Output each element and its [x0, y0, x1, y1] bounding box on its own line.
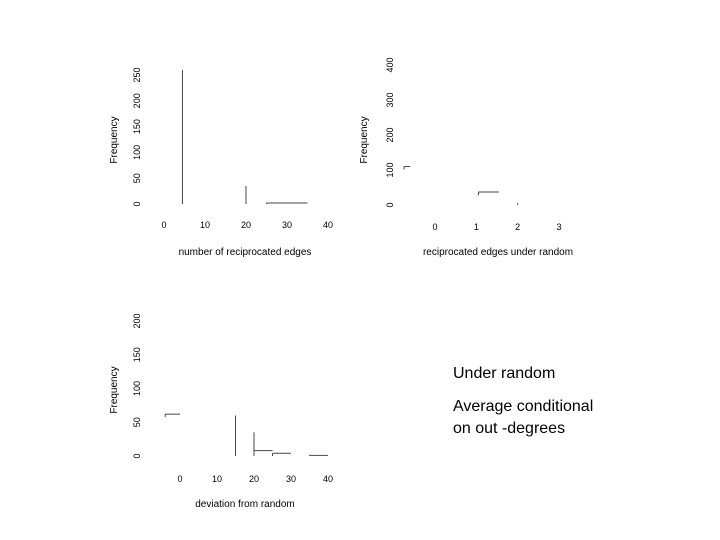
x-tick-label-1-3: 20	[241, 220, 251, 230]
y-tick-label-2-5: 400	[385, 57, 395, 72]
y-axis-title-3: Frequency	[109, 366, 120, 413]
y-tick-label-2-4: 300	[385, 92, 395, 107]
y-tick-label-3-3: 100	[132, 381, 142, 396]
x-tick-label-2-2: 1	[474, 222, 479, 232]
x-axis-title-1: number of reciprocated edges	[179, 247, 312, 258]
y-tick-label-1-5: 200	[132, 93, 142, 108]
x-tick-label-3-3: 20	[249, 474, 259, 484]
y-tick-label-3-4: 150	[132, 347, 142, 362]
y-tick-label-2-1: 0	[385, 202, 395, 207]
y-tick-label-2-3: 200	[385, 127, 395, 142]
y-tick-label-1-2: 50	[132, 173, 142, 183]
annotation-under-random: Under random	[453, 365, 556, 382]
y-tick-label-2-2: 100	[385, 162, 395, 177]
y-axis-title-1: Frequency	[109, 116, 120, 163]
x-tick-label-1-5: 40	[323, 220, 333, 230]
y-tick-label-1-1: 0	[132, 201, 142, 206]
x-tick-label-3-4: 30	[286, 474, 296, 484]
x-tick-label-2-1: 0	[432, 222, 437, 232]
y-axis-title-2: Frequency	[359, 116, 370, 163]
x-tick-label-1-4: 30	[282, 220, 292, 230]
x-tick-label-1-1: 0	[161, 220, 166, 230]
x-axis-title-2: reciprocated edges under random	[423, 247, 573, 258]
annotation-average-conditional: Average conditional	[453, 398, 594, 415]
y-tick-label-3-2: 50	[132, 417, 142, 427]
y-tick-label-1-6: 250	[132, 67, 142, 82]
y-tick-label-1-3: 100	[132, 145, 142, 160]
x-tick-label-3-1: 0	[177, 474, 182, 484]
y-tick-label-1-4: 150	[132, 119, 142, 134]
x-tick-label-2-3: 2	[515, 222, 520, 232]
annotation-out-degrees: on out -degrees	[453, 420, 566, 437]
x-tick-label-3-2: 10	[212, 474, 222, 484]
y-tick-label-3-1: 0	[132, 453, 142, 458]
x-axis-title-3: deviation from random	[195, 499, 295, 510]
x-tick-label-2-4: 3	[556, 222, 561, 232]
x-tick-label-1-2: 10	[200, 220, 210, 230]
y-tick-label-3-5: 200	[132, 313, 142, 328]
x-tick-label-3-5: 40	[323, 474, 333, 484]
